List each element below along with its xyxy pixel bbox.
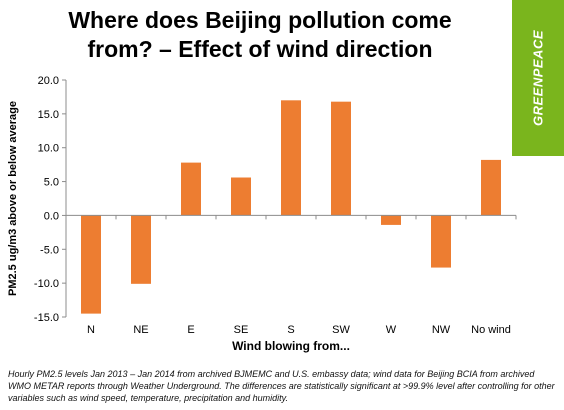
bar-ne: [131, 215, 151, 284]
x-tick-label: SW: [332, 324, 350, 336]
bar-n: [81, 215, 101, 314]
footnote: Hourly PM2.5 levels Jan 2013 – Jan 2014 …: [8, 369, 555, 403]
bar-chart: 20.0 15.0 10.0 5.0 0.0 -5.0 -10.0 -15.0 N NE E SE S…: [7, 75, 517, 353]
x-axis-ticks: N NE E SE S SW W NW No wind: [65, 215, 517, 336]
greenpeace-logo-text: GREENPEACE: [530, 29, 546, 127]
bars: [81, 100, 501, 314]
x-axis-label: Wind blowing from...: [232, 339, 350, 353]
y-tick-label: 5.0: [44, 177, 59, 189]
bar-w: [381, 215, 401, 225]
title-line-2: from? – Effect of wind direction: [87, 36, 433, 62]
x-tick-label: SE: [234, 324, 249, 336]
title-line-1: Where does Beijing pollution come: [68, 7, 452, 33]
bar-se: [231, 177, 251, 216]
x-tick-label: No wind: [471, 324, 511, 336]
y-tick-label: 15.0: [38, 109, 59, 121]
x-tick-label: S: [287, 324, 294, 336]
x-tick-label: E: [187, 324, 194, 336]
y-tick-label: 0.0: [44, 210, 59, 222]
y-tick-label: 20.0: [38, 75, 59, 87]
y-axis-label: PM2.5 ug/m3 above or below average: [7, 101, 19, 296]
bar-e: [181, 162, 201, 216]
bar-nw: [431, 215, 451, 268]
bar-s: [281, 100, 301, 216]
bar-sw: [331, 101, 351, 216]
y-tick-label: -10.0: [34, 278, 59, 290]
x-tick-label: W: [386, 324, 397, 336]
y-tick-label: -15.0: [34, 312, 59, 324]
y-tick-label: -5.0: [40, 244, 59, 256]
y-axis-ticks: 20.0 15.0 10.0 5.0 0.0 -5.0 -10.0 -15.0: [34, 75, 66, 324]
y-tick-label: 10.0: [38, 143, 59, 155]
x-tick-label: NW: [432, 324, 451, 336]
bar-no-wind: [481, 159, 501, 216]
x-tick-label: N: [87, 324, 95, 336]
greenpeace-logo: GREENPEACE: [512, 0, 564, 156]
chart-title: Where does Beijing pollution come from? …: [40, 6, 480, 64]
x-tick-label: NE: [133, 324, 148, 336]
